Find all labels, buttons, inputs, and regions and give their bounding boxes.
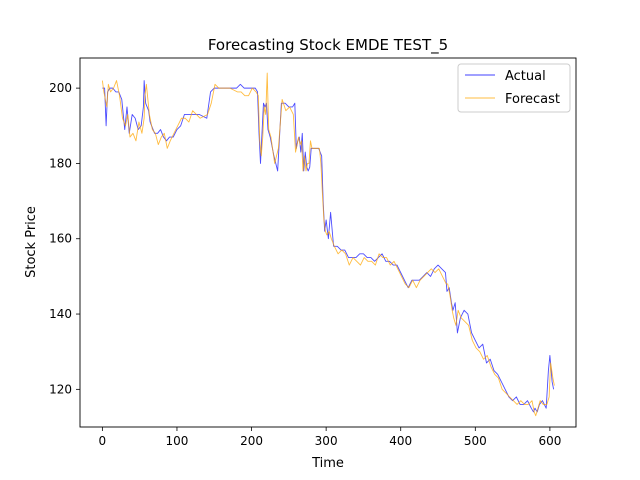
plot-frame [79,57,577,428]
x-tick-label: 100 [166,434,189,448]
legend-label-actual: Actual [505,69,546,84]
y-tick-label: 160 [49,232,72,246]
series-layer [101,72,555,417]
y-axis-ticks: 120 140 160 180 200 [49,81,80,396]
series-line-forecast [101,72,555,417]
x-tick-label: 500 [464,434,487,448]
legend-label-forecast: Forecast [505,92,560,107]
y-tick-label: 180 [49,156,72,170]
x-axis-title: Time [311,456,344,471]
chart-title: Forecasting Stock EMDE TEST_5 [208,36,448,55]
x-tick-label: 600 [538,434,561,448]
legend-box [457,63,571,113]
y-tick-label: 140 [49,307,72,321]
y-tick-label: 200 [49,81,72,95]
legend: Actual Forecast [457,63,571,113]
x-axis-ticks: 0 100 200 300 400 500 600 [99,427,561,448]
y-tick-label: 120 [49,382,72,396]
x-tick-label: 0 [99,434,107,448]
x-tick-label: 400 [389,434,412,448]
y-axis-title: Stock Price [24,206,39,278]
x-tick-label: 300 [315,434,338,448]
x-tick-label: 200 [240,434,263,448]
